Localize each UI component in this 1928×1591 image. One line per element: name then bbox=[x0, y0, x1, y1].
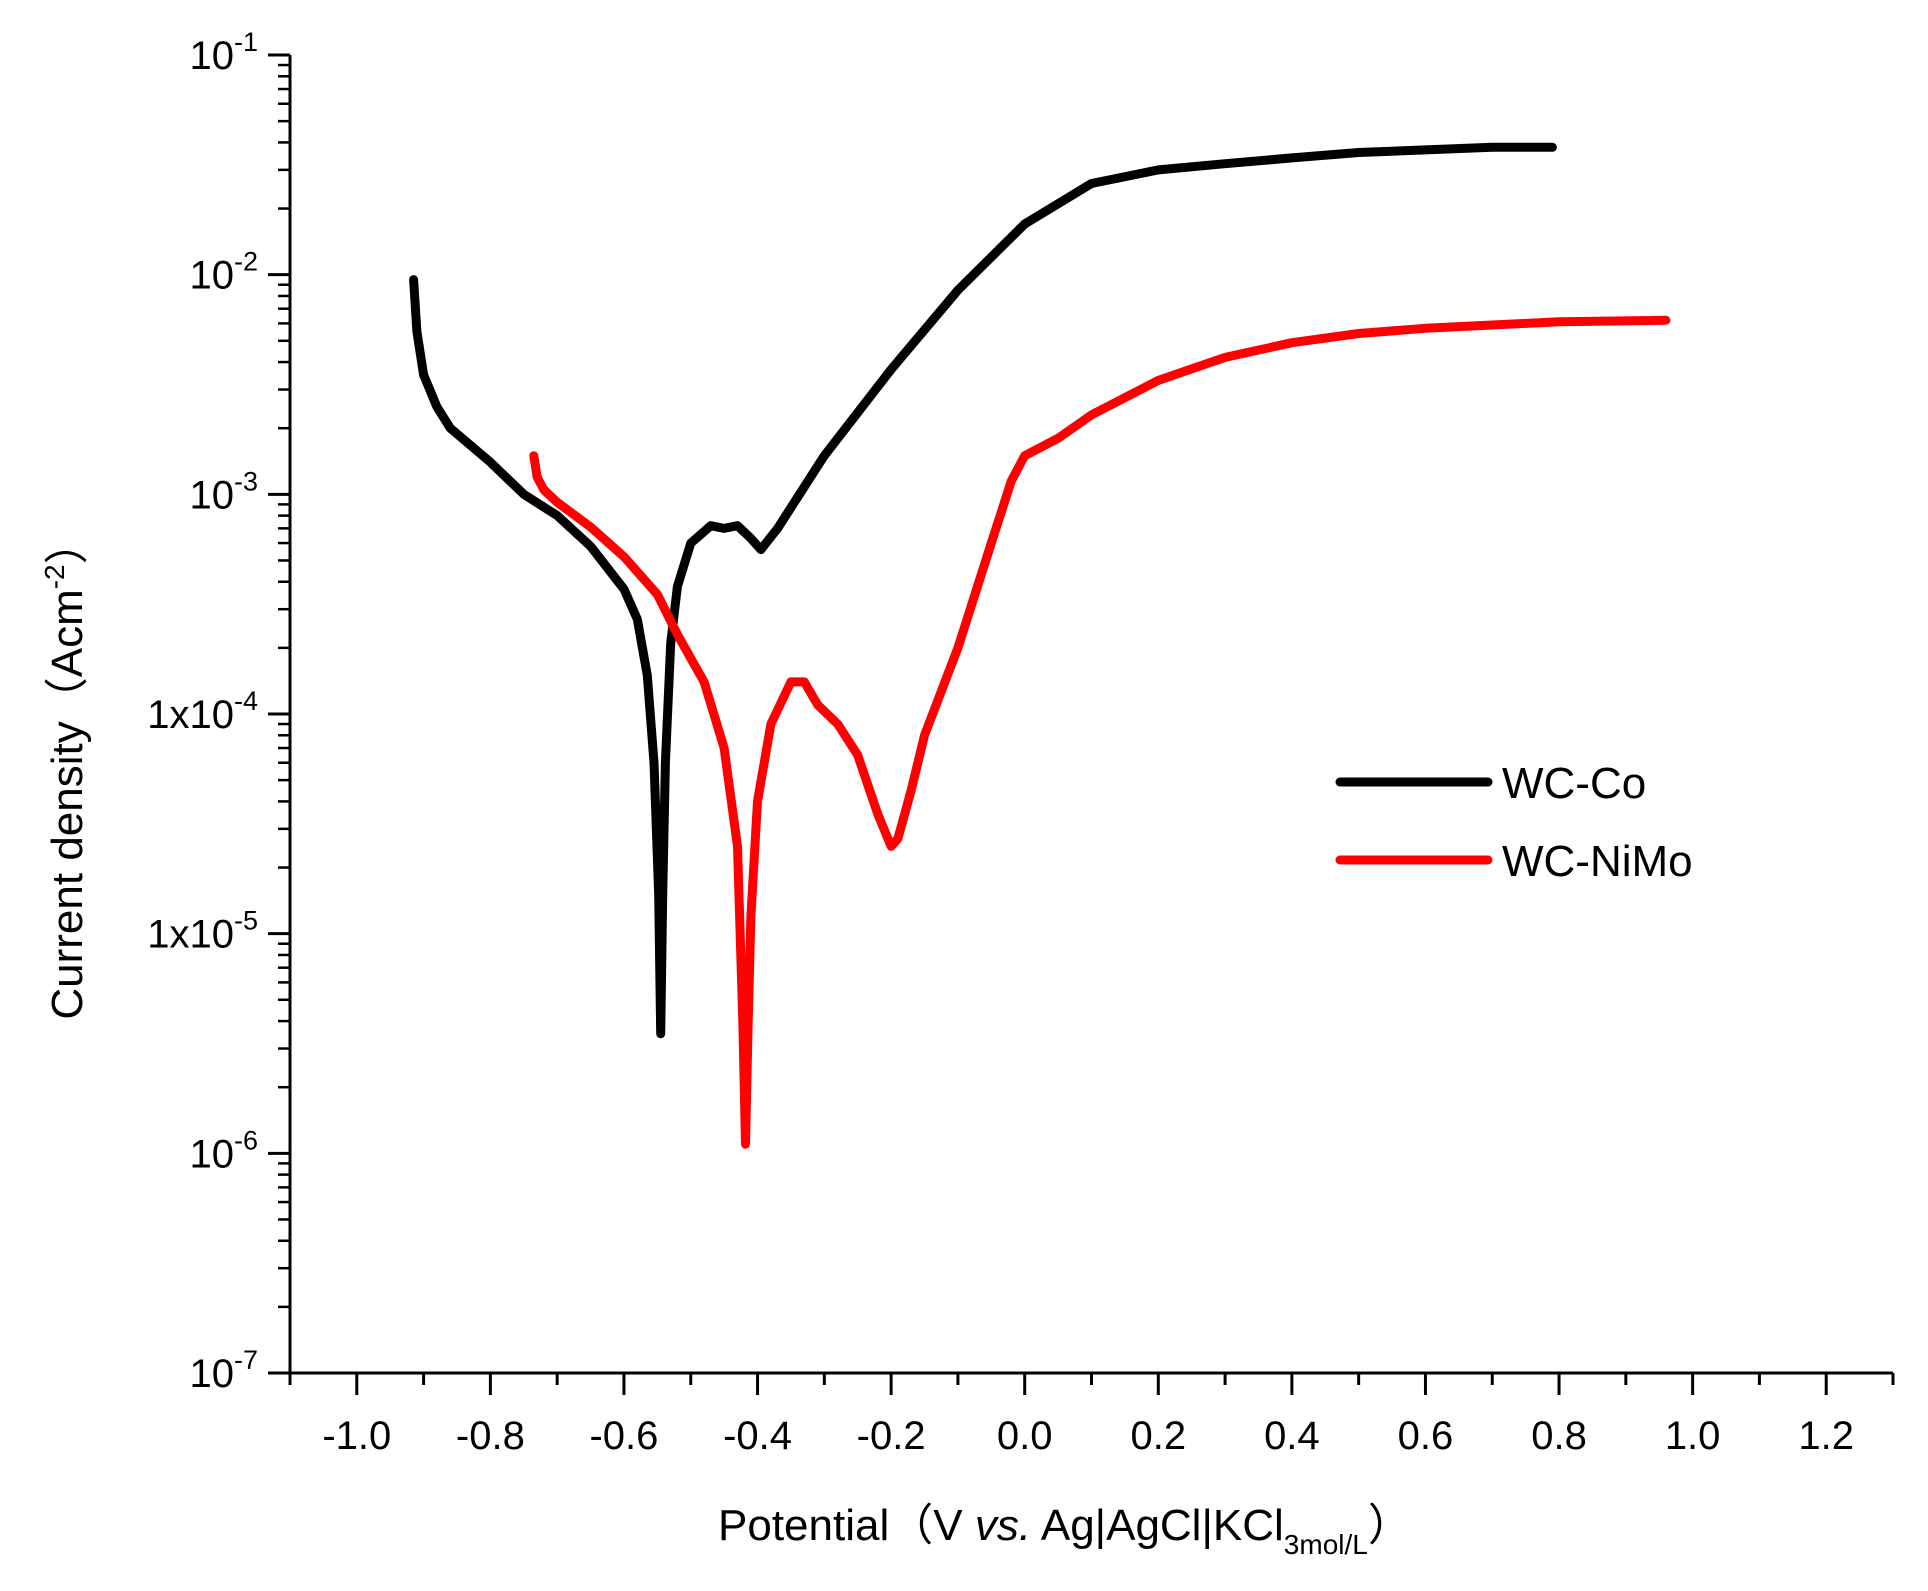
series-line-0 bbox=[409, 142, 1557, 1039]
x-tick-label: 0.6 bbox=[1398, 1414, 1454, 1458]
x-tick-label: 0.2 bbox=[1130, 1414, 1186, 1458]
x-tick-label: -0.6 bbox=[589, 1414, 658, 1458]
y-tick-label: 1x10-4 bbox=[147, 686, 258, 737]
y-tick-label: 10-7 bbox=[189, 1345, 258, 1396]
x-axis-title: Potential（V vs. Ag|AgCl|KCl3mol/L） bbox=[718, 1501, 1412, 1560]
x-tick-label: 0.0 bbox=[997, 1414, 1053, 1458]
x-tick-label: 0.4 bbox=[1264, 1414, 1320, 1458]
legend: WC-Co WC-NiMo bbox=[1335, 759, 1693, 886]
y-tick-label: 10-3 bbox=[189, 466, 258, 517]
x-tick-label: -0.2 bbox=[857, 1414, 926, 1458]
y-axis-title: Current density（Acm-2） bbox=[39, 520, 92, 1019]
x-tick-label: 1.2 bbox=[1798, 1414, 1854, 1458]
legend-label-1: WC-NiMo bbox=[1502, 837, 1693, 886]
y-tick-label: 10-1 bbox=[189, 27, 258, 78]
x-tick-label: -1.0 bbox=[322, 1414, 391, 1458]
x-tick-label: 0.8 bbox=[1531, 1414, 1587, 1458]
x-tick-label: -0.8 bbox=[456, 1414, 525, 1458]
x-tick-label: -0.4 bbox=[723, 1414, 792, 1458]
legend-label-0: WC-Co bbox=[1502, 759, 1646, 808]
axis-titles: Potential（V vs. Ag|AgCl|KCl3mol/L） Curren… bbox=[39, 520, 1412, 1560]
series-line-1 bbox=[529, 315, 1671, 1149]
y-tick-label: 1x10-5 bbox=[147, 906, 258, 957]
plot-area bbox=[409, 142, 1671, 1149]
y-tick-label: 10-2 bbox=[189, 247, 258, 298]
x-tick-label: 1.0 bbox=[1665, 1414, 1721, 1458]
axes: -1.0 -0.8 -0.6 -0.4 -0.2 0.0 0.2 0.4 0.6 0.8 1.0 1.… bbox=[147, 27, 1895, 1458]
y-tick-label: 10-6 bbox=[189, 1125, 258, 1176]
